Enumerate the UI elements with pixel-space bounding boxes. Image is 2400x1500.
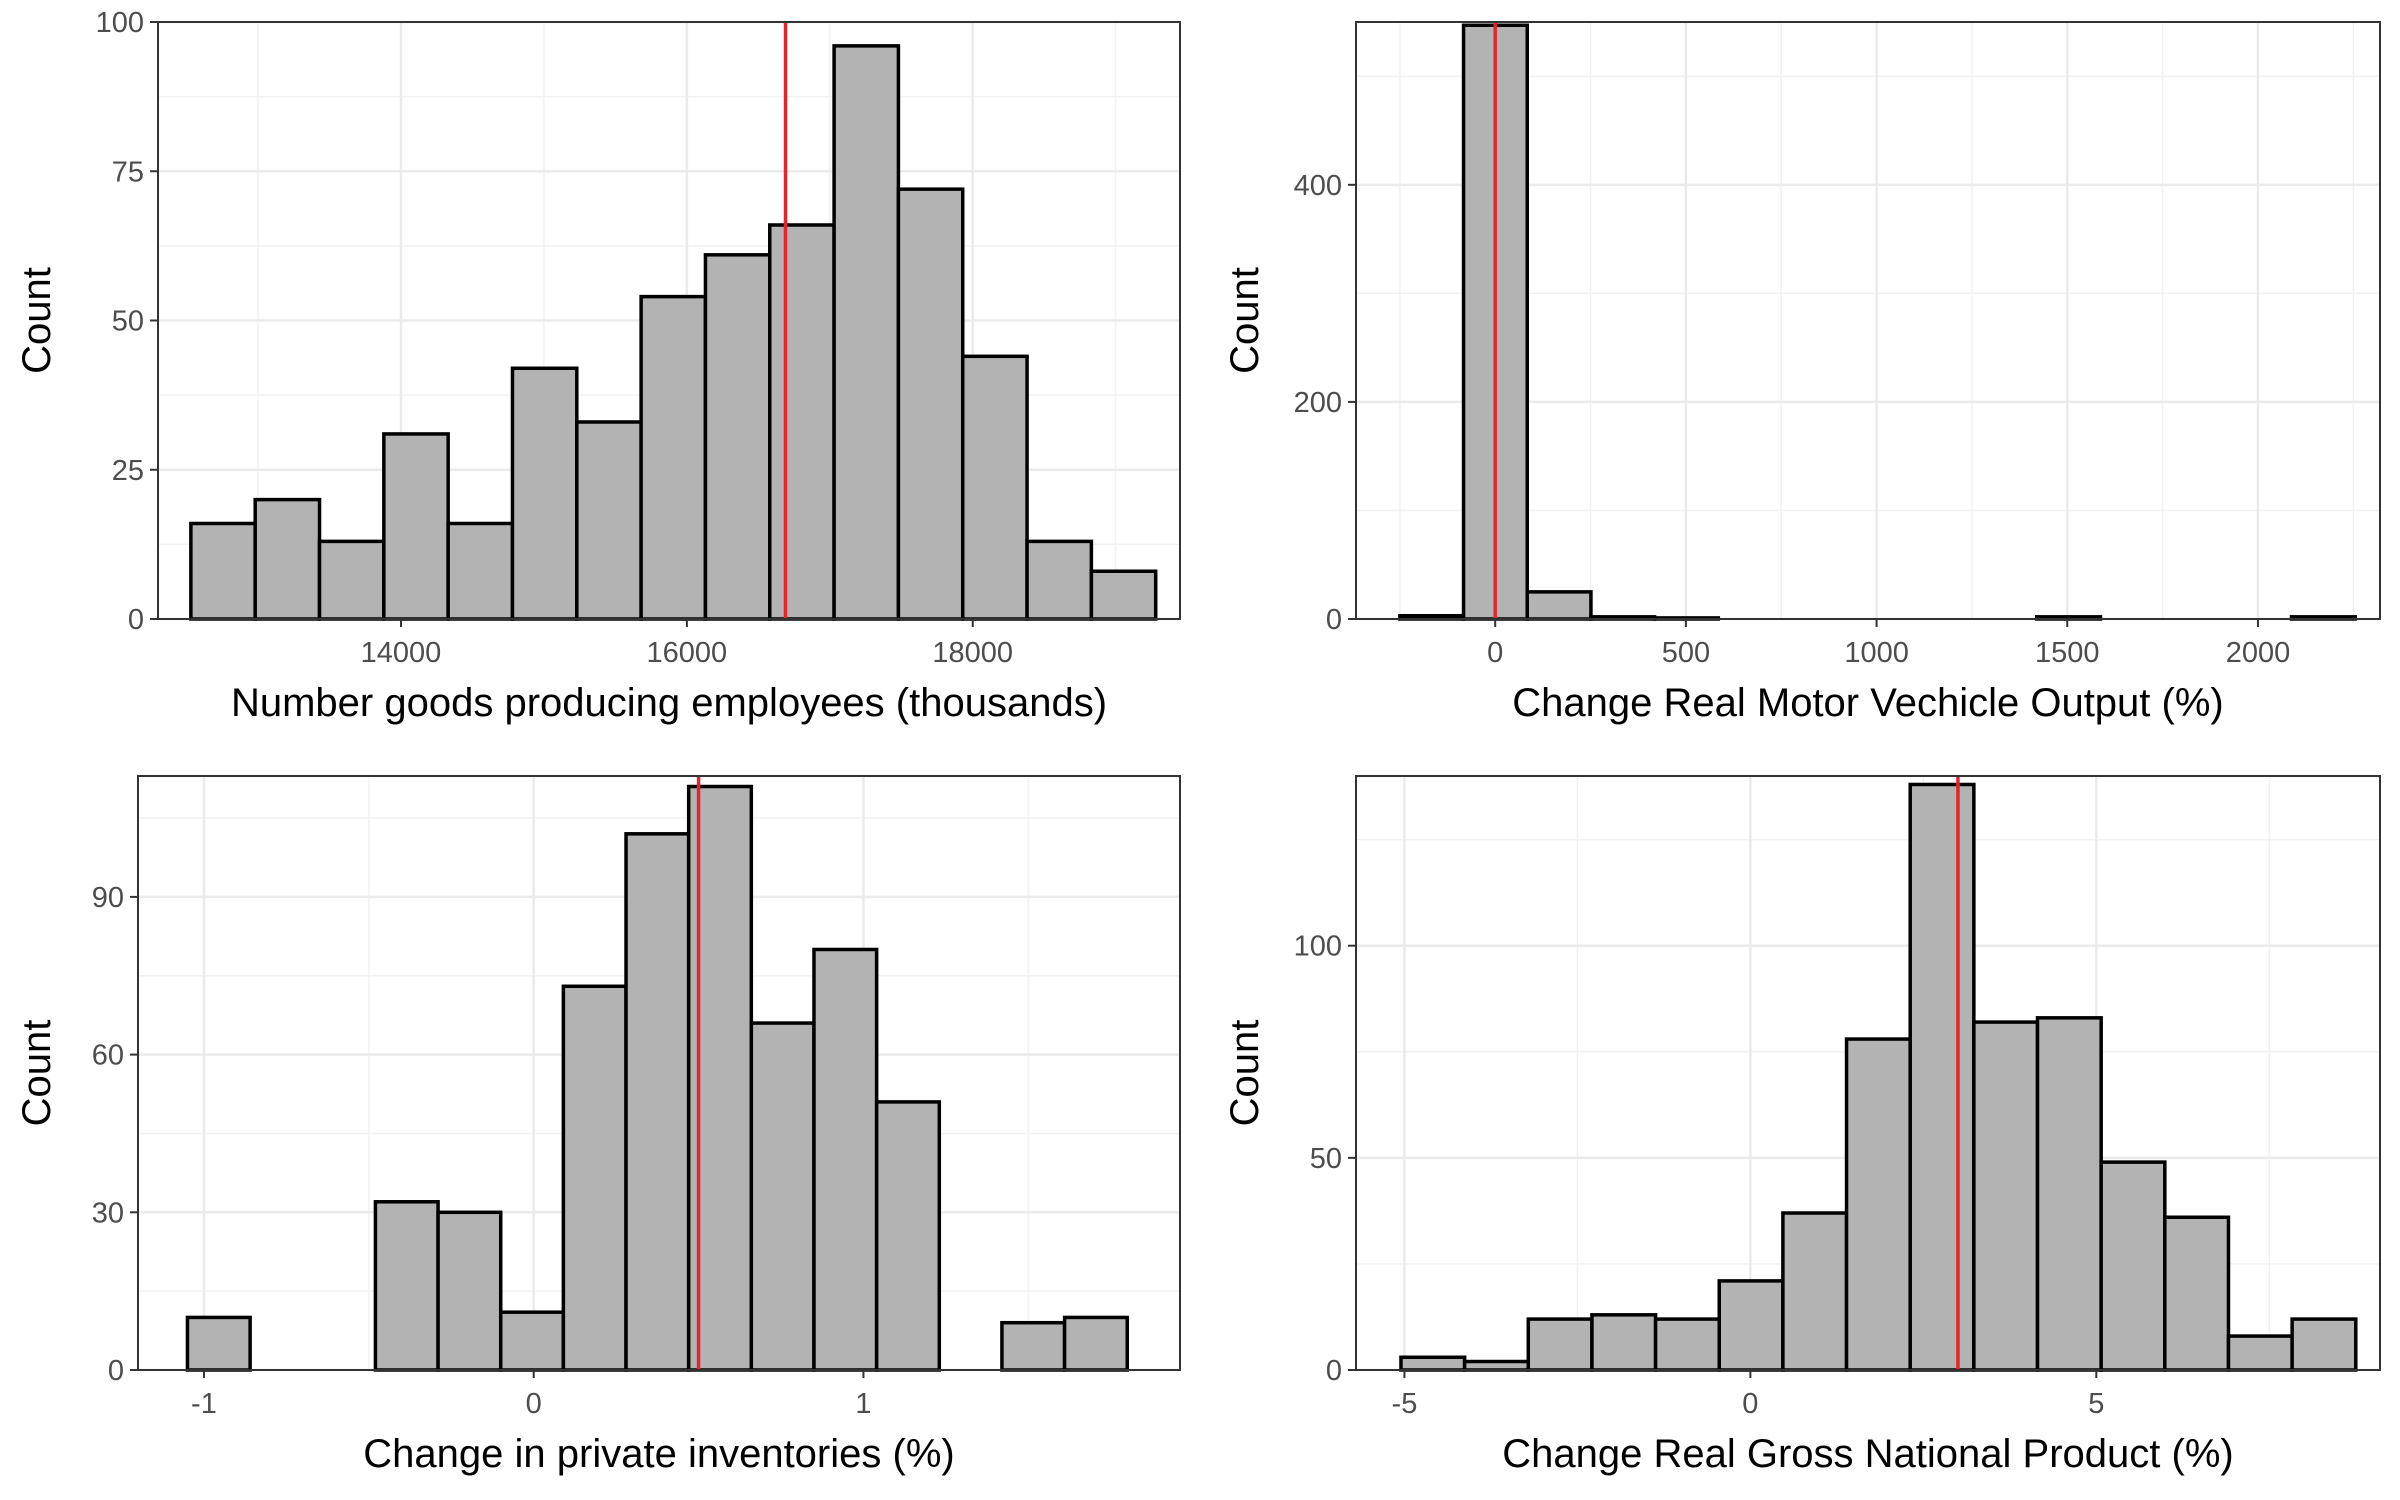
histogram-bar bbox=[812, 947, 879, 1372]
y-tick-label: 75 bbox=[112, 156, 144, 188]
histogram-bar bbox=[1025, 539, 1094, 621]
histogram-bar bbox=[749, 1021, 816, 1372]
histogram-bar bbox=[436, 1210, 503, 1372]
chart-panel-top-left: 14000 16000 18000 0 25 50 75 100 Number goods pr… bbox=[15, 7, 1181, 725]
x-tick-label: 2000 bbox=[2226, 637, 2291, 669]
panel-border bbox=[137, 775, 1181, 1371]
histogram-bar bbox=[703, 253, 772, 621]
histogram-bar bbox=[1089, 569, 1158, 621]
x-tick-label: -5 bbox=[1392, 1388, 1418, 1420]
histogram-bar bbox=[1526, 1317, 1594, 1372]
histogram-bar bbox=[2099, 1160, 2167, 1372]
x-tick-label: 0 bbox=[1742, 1388, 1758, 1420]
histogram-bar bbox=[382, 432, 450, 621]
x-tick-label: -1 bbox=[191, 1388, 217, 1420]
histogram-bar bbox=[896, 187, 965, 621]
histogram-bar bbox=[575, 420, 643, 621]
x-tick-label: 14000 bbox=[361, 637, 442, 669]
y-tick-label: 0 bbox=[1326, 604, 1342, 636]
histogram-bar bbox=[2226, 1334, 2294, 1372]
y-axis-title: Count bbox=[1223, 1020, 1267, 1127]
x-axis-title: Change Real Motor Vechicle Output (%) bbox=[1512, 681, 2223, 725]
histogram-bar bbox=[510, 366, 579, 621]
y-tick-label: 400 bbox=[1294, 170, 1342, 202]
histogram-bar bbox=[960, 354, 1029, 621]
x-tick-label: 1000 bbox=[1844, 637, 1909, 669]
histogram-bar bbox=[874, 1100, 942, 1372]
histogram-bar bbox=[639, 294, 708, 621]
histogram-bar bbox=[253, 497, 322, 621]
histogram-bar bbox=[2290, 1317, 2358, 1372]
x-tick-label: 500 bbox=[1662, 637, 1710, 669]
y-tick-label: 100 bbox=[96, 7, 144, 39]
histogram-bar bbox=[832, 44, 901, 621]
y-tick-label: 50 bbox=[112, 306, 144, 338]
y-tick-label: 90 bbox=[92, 882, 124, 914]
panel-border bbox=[1355, 775, 2381, 1371]
y-tick-label: 0 bbox=[1326, 1355, 1342, 1387]
y-tick-label: 200 bbox=[1294, 387, 1342, 419]
x-tick-label: 0 bbox=[526, 1388, 542, 1420]
x-axis-title: Change in private inventories (%) bbox=[363, 1432, 954, 1476]
histogram-bar bbox=[185, 1315, 252, 1372]
y-axis-title: Count bbox=[15, 267, 59, 374]
x-tick-label: 16000 bbox=[647, 637, 728, 669]
y-tick-label: 100 bbox=[1294, 931, 1342, 963]
chart-panel-top-right: 0 500 1000 1500 2000 0 200 400 Change Real Motor… bbox=[1223, 21, 2381, 725]
x-tick-label: 1 bbox=[855, 1388, 871, 1420]
y-tick-label: 60 bbox=[92, 1040, 124, 1072]
histogram-bar bbox=[1399, 1355, 1467, 1372]
y-axis-title: Count bbox=[15, 1020, 59, 1127]
x-tick-label: 18000 bbox=[932, 637, 1013, 669]
y-tick-label: 25 bbox=[112, 455, 144, 487]
histogram-bar bbox=[1653, 1317, 1721, 1372]
y-tick-label: 50 bbox=[1310, 1143, 1342, 1175]
x-tick-label: 5 bbox=[2088, 1388, 2104, 1420]
x-axis-title: Change Real Gross National Product (%) bbox=[1502, 1432, 2233, 1476]
histogram-bar bbox=[189, 521, 257, 621]
histogram-bar bbox=[768, 223, 836, 621]
histogram-bar bbox=[1000, 1320, 1067, 1372]
histogram-bar bbox=[1972, 1020, 2040, 1372]
histogram-bar bbox=[1062, 1315, 1129, 1372]
histogram-bar bbox=[1717, 1279, 1785, 1372]
chart-panel-bottom-left: -1 0 1 0 30 60 90 Change in private inventories… bbox=[15, 775, 1181, 1476]
histogram-bar bbox=[1844, 1037, 1912, 1372]
panel-border bbox=[1355, 21, 2381, 620]
y-tick-label: 30 bbox=[92, 1197, 124, 1229]
histogram-bar bbox=[2163, 1215, 2231, 1372]
histogram-bar bbox=[373, 1200, 440, 1372]
histogram-bar bbox=[1908, 782, 1976, 1372]
histogram-bar bbox=[624, 832, 691, 1372]
histogram-bar bbox=[1781, 1211, 1849, 1372]
x-axis-title: Number goods producing employees (thousa… bbox=[231, 681, 1107, 725]
histogram-bar bbox=[2035, 1016, 2103, 1372]
histogram-bar bbox=[498, 1310, 566, 1372]
histogram-bar bbox=[1462, 1359, 1531, 1372]
x-tick-label: 1500 bbox=[2035, 637, 2100, 669]
histogram-bar bbox=[317, 539, 386, 621]
histogram-bar bbox=[561, 984, 628, 1372]
histogram-bar bbox=[1525, 590, 1593, 621]
x-tick-label: 0 bbox=[1487, 637, 1503, 669]
y-tick-label: 0 bbox=[108, 1355, 124, 1387]
histogram-bar bbox=[446, 521, 515, 621]
histogram-bar bbox=[1590, 1313, 1658, 1372]
y-axis-title: Count bbox=[1223, 267, 1267, 374]
y-tick-label: 0 bbox=[128, 604, 144, 636]
